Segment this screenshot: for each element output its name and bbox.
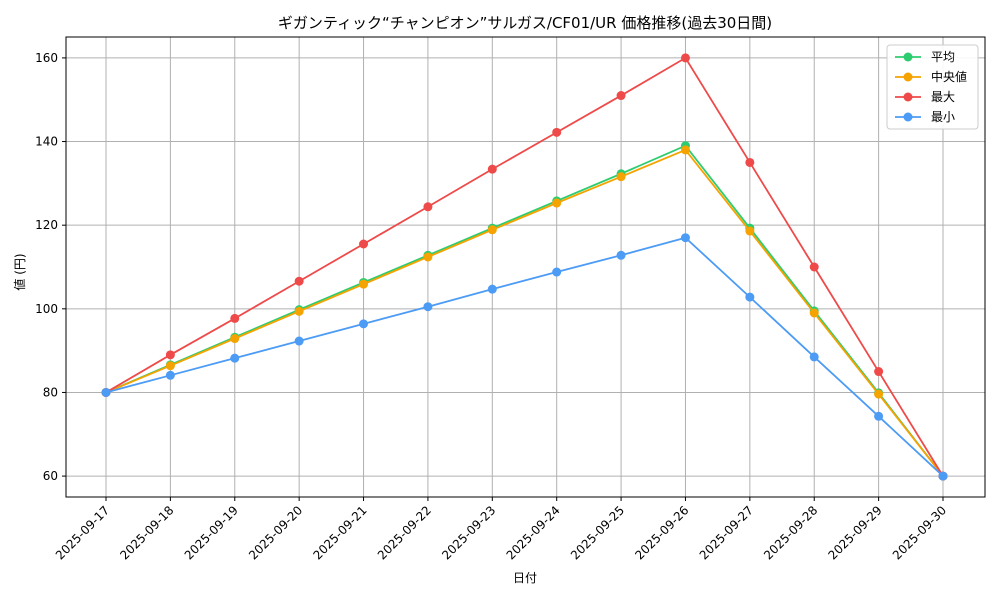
data-point bbox=[809, 308, 819, 318]
y-axis-label: 値 (円) bbox=[12, 253, 27, 290]
x-tick-label: 2025-09-20 bbox=[246, 503, 305, 562]
data-point bbox=[809, 262, 819, 272]
x-tick-label: 2025-09-29 bbox=[826, 503, 885, 562]
data-point bbox=[874, 367, 884, 377]
x-tick-label: 2025-09-18 bbox=[117, 503, 176, 562]
data-point bbox=[487, 284, 497, 294]
data-point bbox=[359, 279, 369, 289]
legend-marker bbox=[903, 92, 913, 102]
legend-label: 最小 bbox=[931, 110, 955, 124]
y-tick-label: 60 bbox=[43, 469, 58, 483]
data-point bbox=[487, 225, 497, 235]
legend-box bbox=[886, 44, 979, 130]
y-tick-label: 120 bbox=[35, 218, 58, 232]
data-point bbox=[359, 319, 369, 329]
data-point bbox=[552, 127, 562, 137]
x-tick-label: 2025-09-22 bbox=[375, 503, 434, 562]
data-point bbox=[552, 267, 562, 277]
x-axis: 2025-09-17 2025-09-18 2025-09-19 2025-09-20… bbox=[53, 497, 949, 562]
series-line bbox=[105, 144, 944, 477]
data-point bbox=[616, 172, 626, 182]
data-point bbox=[165, 370, 175, 380]
y-tick-label: 80 bbox=[43, 385, 58, 399]
series-0 bbox=[101, 141, 948, 481]
series-line bbox=[105, 148, 944, 477]
data-point bbox=[230, 353, 240, 363]
legend-item: 最小 bbox=[895, 110, 955, 124]
plot-frame bbox=[65, 36, 986, 498]
data-point bbox=[423, 302, 433, 312]
x-tick-label: 2025-09-19 bbox=[182, 503, 241, 562]
data-point bbox=[745, 157, 755, 167]
x-tick-label: 2025-09-25 bbox=[568, 503, 627, 562]
data-point bbox=[874, 411, 884, 421]
data-point bbox=[230, 334, 240, 344]
legend-item: 中央値 bbox=[895, 69, 967, 84]
legend-label: 平均 bbox=[931, 50, 955, 64]
data-point bbox=[680, 145, 690, 155]
data-point bbox=[423, 252, 433, 262]
data-point bbox=[423, 202, 433, 212]
x-tick-label: 2025-09-26 bbox=[632, 503, 691, 562]
data-point bbox=[294, 276, 304, 286]
data-point bbox=[616, 250, 626, 260]
x-tick-label: 2025-09-30 bbox=[890, 503, 949, 562]
legend-item: 平均 bbox=[895, 50, 955, 64]
data-point bbox=[938, 471, 948, 481]
chart-title: ギガンティック“チャンピオン”サルガス/CF01/UR 価格推移(過去30日間) bbox=[278, 14, 772, 32]
legend-item: 最大 bbox=[895, 90, 955, 104]
data-point bbox=[552, 198, 562, 208]
y-tick-label: 140 bbox=[35, 135, 58, 149]
x-tick-label: 2025-09-23 bbox=[439, 503, 498, 562]
series-2 bbox=[101, 53, 948, 481]
y-tick-label: 100 bbox=[35, 302, 58, 316]
data-point bbox=[680, 53, 690, 63]
x-tick-label: 2025-09-17 bbox=[53, 503, 112, 562]
data-point bbox=[487, 164, 497, 174]
data-point bbox=[165, 361, 175, 371]
data-point bbox=[294, 336, 304, 346]
series-layer bbox=[101, 53, 948, 481]
data-point bbox=[745, 226, 755, 236]
series-line bbox=[105, 236, 944, 477]
data-point bbox=[874, 389, 884, 399]
data-point bbox=[616, 91, 626, 101]
series-1 bbox=[101, 145, 948, 481]
legend-marker bbox=[903, 72, 913, 82]
series-3 bbox=[101, 233, 948, 481]
x-tick-label: 2025-09-28 bbox=[761, 503, 820, 562]
data-point bbox=[745, 292, 755, 302]
y-axis: 60 80 100 120 140 160 bbox=[35, 51, 66, 483]
data-point bbox=[101, 387, 111, 397]
data-point bbox=[680, 233, 690, 243]
x-tick-label: 2025-09-24 bbox=[504, 503, 563, 562]
data-point bbox=[294, 306, 304, 316]
legend-marker bbox=[903, 112, 913, 122]
legend-label: 最大 bbox=[931, 90, 955, 104]
x-tick-label: 2025-09-21 bbox=[310, 503, 369, 562]
data-point bbox=[165, 350, 175, 360]
x-axis-label: 日付 bbox=[513, 571, 537, 585]
data-point bbox=[809, 352, 819, 362]
x-tick-label: 2025-09-27 bbox=[697, 503, 756, 562]
y-tick-label: 160 bbox=[35, 51, 58, 65]
data-point bbox=[230, 313, 240, 323]
data-point bbox=[359, 239, 369, 249]
grid-layer bbox=[66, 37, 985, 497]
legend-label: 中央値 bbox=[931, 69, 967, 84]
series-line bbox=[105, 56, 944, 477]
legend-marker bbox=[903, 52, 913, 62]
